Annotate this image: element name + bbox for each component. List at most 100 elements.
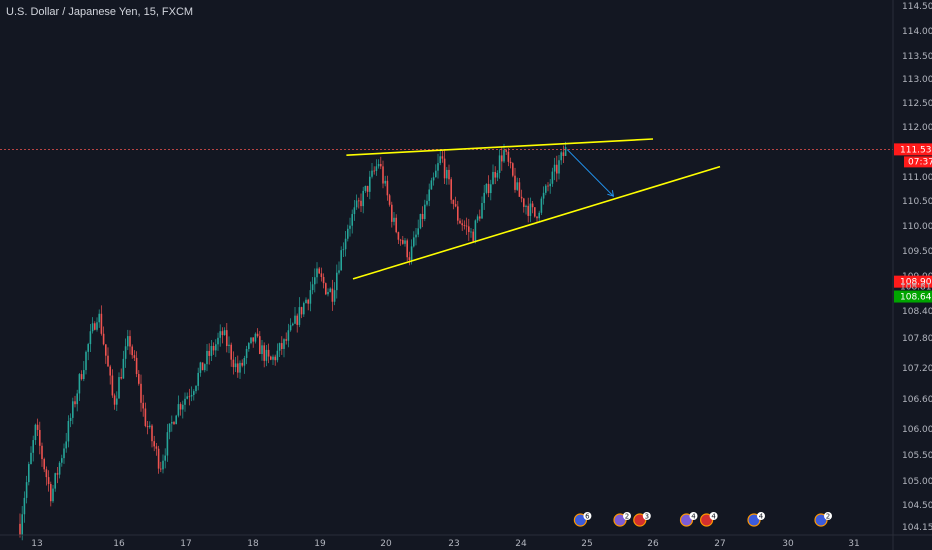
candle-body — [353, 207, 356, 215]
candle-body — [441, 156, 444, 159]
event-marker[interactable]: 2 — [613, 512, 631, 527]
candle-body — [300, 307, 303, 315]
candle-body — [465, 225, 468, 227]
event-marker[interactable]: 2 — [814, 512, 832, 527]
candle-body — [270, 356, 272, 360]
event-marker[interactable]: 4 — [747, 512, 765, 527]
candle-body — [483, 192, 485, 204]
candle-body — [351, 214, 353, 226]
candle-body — [133, 355, 136, 358]
candle-body — [171, 422, 173, 424]
candle-body — [558, 160, 560, 174]
candle-body — [320, 273, 323, 277]
candle-body — [547, 185, 549, 187]
event-count: 6 — [585, 513, 590, 521]
candle-body — [349, 225, 351, 229]
candle-body — [100, 313, 103, 334]
event-count: 3 — [645, 513, 649, 521]
candle-body — [338, 270, 340, 273]
event-count-badge — [709, 512, 718, 520]
time-tick-label: 30 — [782, 539, 794, 549]
candle-body — [19, 523, 21, 535]
candle-body — [463, 225, 466, 227]
event-marker[interactable]: 4 — [679, 512, 698, 527]
time-tick-label: 16 — [113, 539, 125, 549]
candle-body — [525, 205, 527, 207]
projection-arrow[interactable] — [566, 149, 615, 197]
candle-body — [155, 446, 158, 449]
candle-body — [61, 458, 63, 463]
event-count: 2 — [826, 513, 830, 521]
time-tick-label: 24 — [515, 539, 527, 549]
candle-body — [369, 176, 371, 192]
candle-body — [358, 200, 360, 202]
candle-body — [151, 425, 153, 442]
candle-body — [285, 339, 287, 341]
candle-body — [485, 183, 488, 193]
event-marker[interactable]: 3 — [633, 512, 651, 527]
candle-body — [318, 268, 320, 274]
candle-body — [461, 223, 463, 226]
price-tick-label: 106.600 — [902, 395, 932, 405]
candle-body — [540, 198, 543, 213]
price-tag: 108.903 — [900, 278, 932, 288]
candle-body — [388, 195, 391, 205]
candle-body — [309, 290, 312, 304]
candle-body — [380, 163, 382, 167]
candle-body — [113, 395, 116, 405]
candle-body — [507, 151, 510, 162]
candle-body — [437, 163, 439, 171]
price-tick-label: 110.500 — [902, 197, 932, 207]
event-marker[interactable]: 4 — [699, 512, 718, 527]
candle-body — [303, 303, 305, 315]
candle-body — [474, 220, 477, 242]
candle-body — [78, 374, 81, 394]
candle-body — [272, 356, 274, 360]
candle-body — [428, 189, 430, 201]
multi-flag-icon — [679, 513, 694, 527]
upper-trendline[interactable] — [346, 138, 654, 156]
candle-body — [545, 185, 547, 193]
candle-body — [241, 362, 243, 366]
candle-body — [102, 333, 105, 345]
candle-body — [509, 161, 512, 164]
time-tick-label: 20 — [380, 539, 392, 549]
candle-body — [347, 228, 349, 239]
countdown-tag: 07:37 — [908, 157, 932, 167]
candle-body — [534, 207, 536, 217]
candle-body — [421, 214, 424, 219]
candle-body — [54, 473, 56, 489]
time-axis[interactable]: 13 16 17 18 19 20 23 24 25 26 27 30 31 — [31, 539, 859, 549]
candle-body — [415, 234, 417, 238]
candle-body — [322, 276, 325, 284]
candle-body — [490, 184, 492, 194]
price-tick-label: 111.000 — [902, 173, 932, 183]
candle-body — [237, 363, 239, 373]
candle-body — [107, 355, 109, 367]
candle-body — [375, 166, 378, 171]
ca-flag-icon — [699, 513, 714, 527]
event-count-badge — [583, 512, 592, 520]
candle-body — [518, 182, 521, 197]
candle-body — [529, 203, 532, 216]
candle-body — [265, 349, 268, 361]
candle-body — [259, 336, 261, 355]
event-count-badge — [689, 512, 698, 520]
candle-body — [215, 344, 217, 351]
candle-body — [85, 351, 87, 371]
candle-body — [404, 240, 406, 244]
candle-body — [430, 180, 433, 190]
candle-body — [481, 203, 483, 219]
lower-trendline[interactable] — [352, 165, 721, 280]
candle-body — [553, 164, 556, 172]
candle-body — [129, 336, 131, 347]
candle-body — [520, 196, 523, 199]
candle-body — [278, 343, 281, 351]
candle-body — [96, 322, 98, 330]
event-marker[interactable]: 6 — [573, 512, 592, 527]
candle-body — [494, 171, 496, 178]
event-count: 2 — [625, 513, 629, 521]
candle-body — [298, 307, 301, 325]
candle-body — [419, 214, 422, 229]
